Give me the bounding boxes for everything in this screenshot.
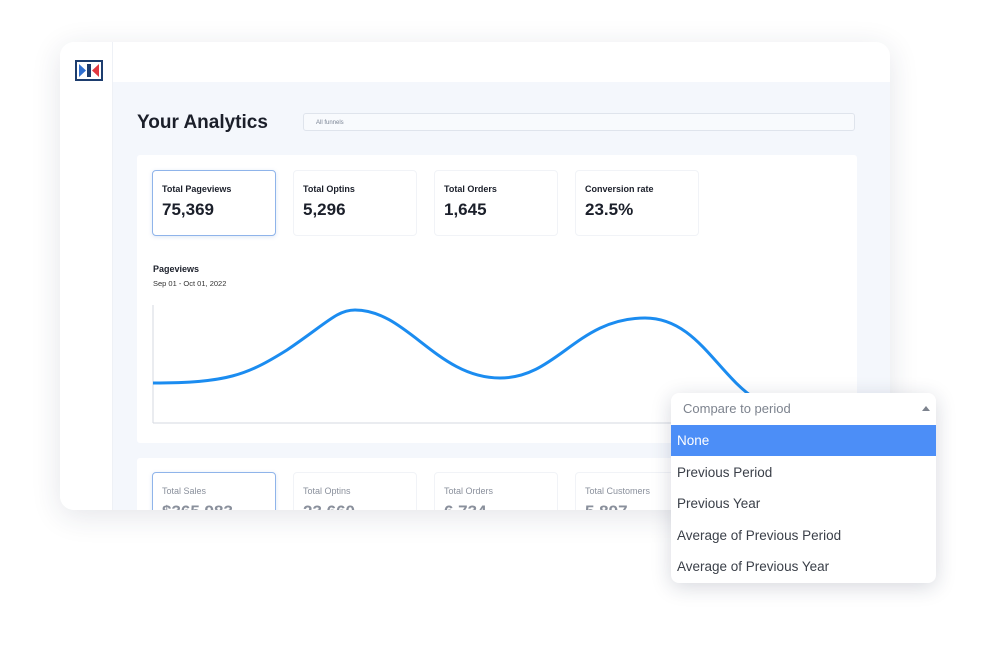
app-window: Your Analytics All funnels Total Pagevie… (60, 42, 890, 510)
stat-label: Total Sales (162, 486, 207, 496)
stat-label: Total Pageviews (162, 184, 232, 194)
stat-value: $365,983 (162, 502, 275, 510)
sidebar (60, 42, 113, 510)
stat-value: 5,897 (585, 502, 698, 510)
stat-card[interactable]: Total Orders 6,734 (434, 472, 558, 510)
chart-date-range: Sep 01 - Oct 01, 2022 (153, 279, 227, 288)
stat-label: Conversion rate (585, 184, 654, 194)
main-area: Your Analytics All funnels Total Pagevie… (113, 82, 890, 510)
dropdown-option[interactable]: Average of Previous Year (677, 559, 830, 574)
stat-value: 1,645 (444, 200, 487, 219)
dropdown-placeholder[interactable]: Compare to period (683, 401, 791, 416)
stat-label: Total Orders (444, 486, 494, 496)
stat-label: Total Optins (303, 486, 351, 496)
stat-card[interactable]: Total Optins 5,296 (293, 170, 417, 236)
funnel-select[interactable]: All funnels (303, 113, 855, 131)
compare-dropdown: Compare to period None Previous Period Pre… (671, 393, 936, 583)
pageviews-line (152, 308, 758, 402)
stat-label: Total Optins (303, 184, 355, 194)
stat-label: Total Customers (585, 486, 651, 496)
stat-card[interactable]: Total Optins 23,660 (293, 472, 417, 510)
stat-value: 6,734 (444, 502, 557, 510)
dropdown-option[interactable]: None (671, 425, 936, 456)
page-title: Your Analytics (137, 112, 268, 133)
stats-panel: Total Pageviews 75,369 Total Optins 5,296 To… (137, 155, 857, 443)
stat-card[interactable]: Total Sales $365,983 (152, 472, 276, 510)
stat-value: 5,296 (303, 200, 346, 219)
dropdown-option[interactable]: Previous Year (677, 496, 761, 511)
stat-card[interactable]: Total Pageviews 75,369 (152, 170, 276, 236)
caret (922, 406, 930, 411)
dropdown-option[interactable]: Previous Period (677, 464, 773, 480)
stat-label: Total Orders (444, 184, 497, 194)
chart-title: Pageviews (153, 264, 200, 274)
stat-card[interactable]: Total Orders 1,645 (434, 170, 558, 236)
stat-card[interactable]: Conversion rate 23.5% (575, 170, 699, 236)
logo (75, 60, 103, 81)
dropdown-option[interactable]: Average of Previous Period (677, 527, 842, 543)
stat-value: 75,369 (162, 200, 214, 219)
stat-value: 23,660 (303, 502, 416, 510)
stat-value: 23.5% (585, 200, 634, 219)
